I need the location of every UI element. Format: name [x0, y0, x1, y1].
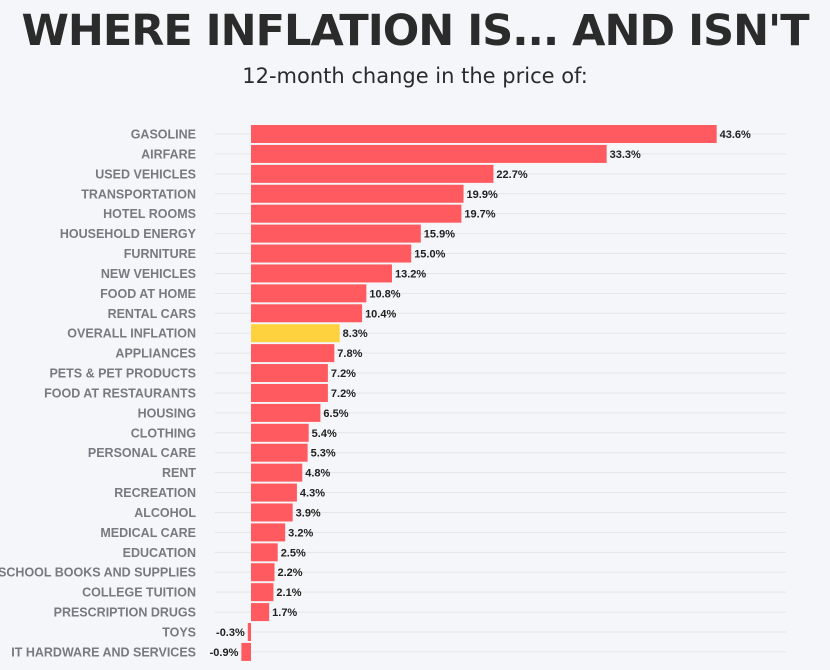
value-label: 2.2%: [277, 567, 302, 579]
bar-food-at-home: [251, 284, 367, 303]
value-label: 10.4%: [365, 308, 396, 320]
value-label: -0.3%: [216, 627, 245, 639]
bar-airfare: [251, 144, 607, 163]
value-label: 4.8%: [305, 468, 330, 480]
bar-rent: [251, 463, 303, 482]
category-label: PETS & PET PRODUCTS: [49, 367, 196, 381]
category-label: USED VEHICLES: [95, 167, 196, 181]
value-label: 2.5%: [281, 547, 306, 559]
bar-education: [251, 543, 278, 562]
bar-appliances: [251, 344, 335, 363]
bar-pets-pet-products: [251, 364, 328, 383]
category-label: FURNITURE: [124, 247, 196, 261]
value-label: 3.9%: [296, 507, 321, 519]
category-label: HOTEL ROOMS: [103, 207, 196, 221]
category-label: FOOD AT HOME: [100, 287, 196, 301]
category-label: FOOD AT RESTAURANTS: [44, 386, 196, 400]
value-label: 7.2%: [331, 368, 356, 380]
value-label: 4.3%: [300, 488, 325, 500]
labels: GASOLINE 43.6% AIRFARE 33.3% USED VEHICLES 22…: [0, 128, 751, 660]
category-label: GASOLINE: [131, 128, 196, 142]
category-label: SCHOOL BOOKS AND SUPPLIES: [0, 566, 196, 580]
category-label: MEDICAL CARE: [100, 526, 196, 540]
bar-new-vehicles: [251, 264, 392, 283]
category-label: AIRFARE: [141, 147, 196, 161]
bar-college-tuition: [251, 583, 274, 602]
chart-title: WHERE INFLATION IS... AND ISN'T: [21, 6, 809, 56]
bar-rental-cars: [251, 304, 363, 323]
bar-recreation: [251, 483, 297, 502]
bar-housing: [251, 403, 321, 422]
bar-clothing: [251, 423, 309, 442]
value-label: 1.7%: [272, 607, 297, 619]
value-label: 5.4%: [312, 428, 337, 440]
value-label: 15.9%: [424, 229, 455, 241]
value-label: -0.9%: [210, 647, 239, 659]
bar-hotel-rooms: [251, 204, 462, 223]
category-label: CLOTHING: [131, 426, 196, 440]
value-label: 22.7%: [496, 169, 527, 181]
value-label: 19.9%: [467, 189, 498, 201]
bar-household-energy: [251, 224, 421, 243]
value-label: 3.2%: [288, 527, 313, 539]
category-label: OVERALL INFLATION: [67, 327, 196, 341]
category-label: TRANSPORTATION: [81, 187, 196, 201]
bar-medical-care: [251, 523, 286, 542]
category-label: TOYS: [162, 626, 196, 640]
value-label: 15.0%: [414, 249, 445, 261]
bar-used-vehicles: [251, 164, 494, 183]
value-label: 7.2%: [331, 388, 356, 400]
bar-gasoline: [251, 125, 717, 143]
category-label: RENT: [162, 466, 196, 480]
value-label: 6.5%: [323, 408, 348, 420]
category-label: PERSONAL CARE: [88, 446, 196, 460]
category-label: ALCOHOL: [134, 506, 196, 520]
value-label: 10.8%: [369, 288, 400, 300]
chart-subtitle: 12-month change in the price of:: [242, 64, 588, 88]
bar-it-hardware-and-services: [241, 642, 251, 661]
category-label: NEW VEHICLES: [101, 267, 196, 281]
value-label: 43.6%: [720, 129, 751, 141]
bar-school-books-and-supplies: [251, 563, 275, 582]
bar-overall-inflation: [251, 324, 340, 343]
bar-toys: [247, 623, 251, 641]
category-label: IT HARDWARE AND SERVICES: [11, 645, 196, 659]
value-label: 7.8%: [337, 348, 362, 360]
category-label: APPLIANCES: [115, 347, 196, 361]
bar-transportation: [251, 184, 464, 203]
bar-prescription-drugs: [251, 603, 270, 622]
value-label: 2.1%: [276, 587, 301, 599]
category-label: HOUSING: [138, 406, 196, 420]
bars: [241, 125, 717, 661]
category-label: RENTAL CARS: [108, 307, 196, 321]
category-label: HOUSEHOLD ENERGY: [60, 227, 197, 241]
value-label: 8.3%: [343, 328, 368, 340]
category-label: PRESCRIPTION DRUGS: [54, 606, 196, 620]
bar-alcohol: [251, 503, 293, 522]
bar-furniture: [251, 244, 412, 263]
bar-food-at-restaurants: [251, 383, 328, 402]
category-label: RECREATION: [114, 486, 196, 500]
value-label: 13.2%: [395, 268, 426, 280]
value-label: 33.3%: [610, 149, 641, 161]
value-label: 19.7%: [464, 209, 495, 221]
value-label: 5.3%: [311, 448, 336, 460]
category-label: COLLEGE TUITION: [82, 586, 196, 600]
bar-personal-care: [251, 443, 308, 462]
category-label: EDUCATION: [123, 546, 196, 560]
